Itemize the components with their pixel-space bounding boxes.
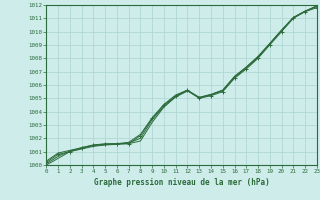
X-axis label: Graphe pression niveau de la mer (hPa): Graphe pression niveau de la mer (hPa) [94, 178, 269, 187]
